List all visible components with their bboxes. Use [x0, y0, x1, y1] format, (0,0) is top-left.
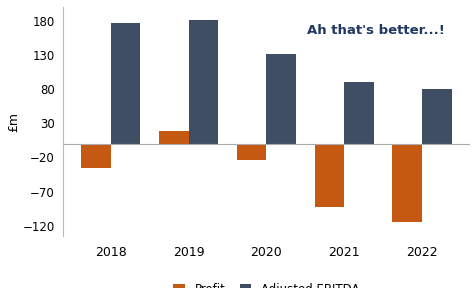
Bar: [421, 89, 451, 144]
Bar: [110, 23, 140, 144]
Legend: Profit, Adjusted EBITDA: Profit, Adjusted EBITDA: [168, 279, 363, 288]
Bar: [188, 20, 218, 144]
Y-axis label: £m: £m: [7, 111, 20, 132]
Bar: [81, 144, 110, 168]
Bar: [159, 131, 188, 144]
Bar: [236, 144, 266, 160]
Bar: [314, 144, 343, 207]
Text: Ah that's better...!: Ah that's better...!: [307, 24, 444, 37]
Bar: [392, 144, 421, 222]
Bar: [343, 82, 373, 144]
Bar: [266, 54, 295, 144]
